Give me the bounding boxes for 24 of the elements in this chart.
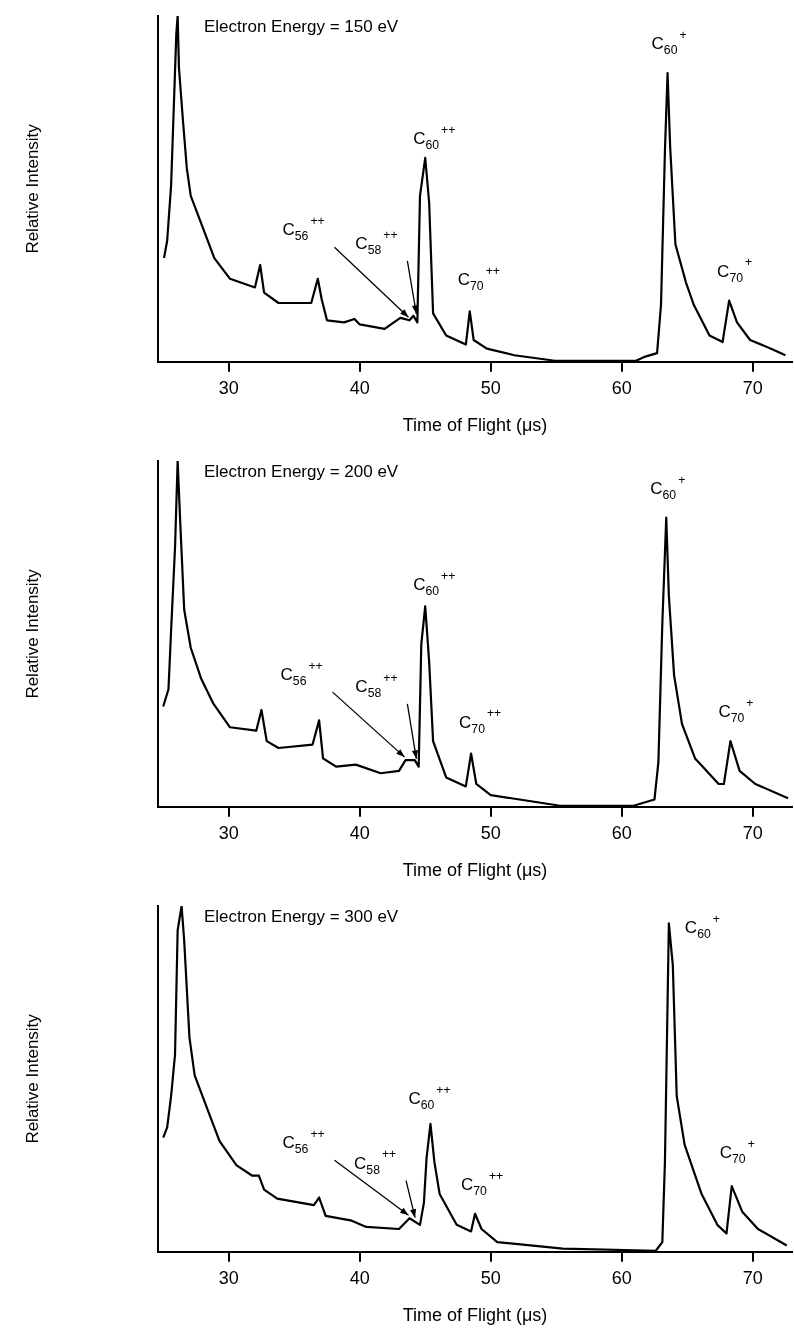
y-axis-title: Relative Intensity: [23, 1013, 42, 1144]
x-tick-label: 60: [611, 1267, 632, 1288]
chart-title: Electron Energy = 150 eV: [204, 17, 399, 36]
x-tick-label: 50: [480, 822, 501, 843]
x-tick-label: 60: [611, 822, 632, 843]
x-tick-label: 60: [611, 377, 632, 398]
x-tick-label: 40: [349, 377, 370, 398]
x-tick-label: 30: [218, 822, 239, 843]
x-tick-label: 40: [349, 822, 370, 843]
x-tick-label: 50: [480, 377, 501, 398]
x-tick-label: 70: [742, 822, 763, 843]
x-tick-label: 70: [742, 377, 763, 398]
x-tick-label: 40: [349, 1267, 370, 1288]
chart-title: Electron Energy = 300 eV: [204, 907, 399, 926]
x-tick-label: 50: [480, 1267, 501, 1288]
chart-title: Electron Energy = 200 eV: [204, 462, 399, 481]
x-axis-title: Time of Flight (μs): [402, 415, 548, 436]
x-tick-label: 30: [218, 377, 239, 398]
x-axis-title: Time of Flight (μs): [402, 1305, 548, 1326]
y-axis-title: Relative Intensity: [23, 568, 42, 699]
x-tick-label: 70: [742, 1267, 763, 1288]
x-tick-label: 30: [218, 1267, 239, 1288]
x-axis-title: Time of Flight (μs): [402, 860, 548, 881]
y-axis-title: Relative Intensity: [23, 123, 42, 254]
